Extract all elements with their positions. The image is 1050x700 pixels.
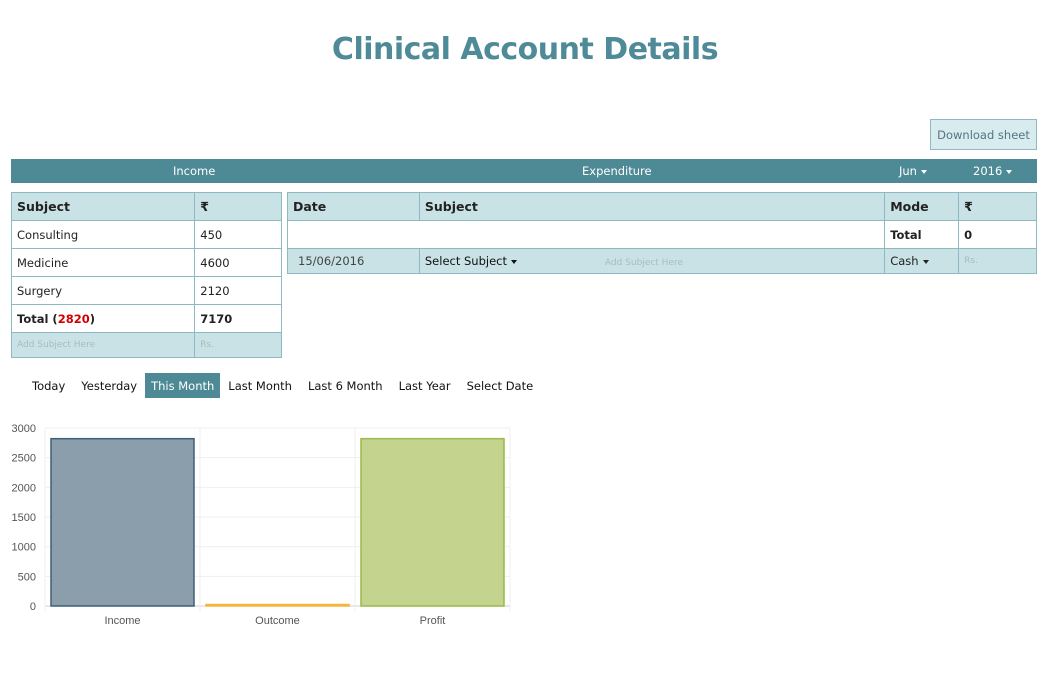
income-total-label: Total (2820) <box>10 304 196 333</box>
expenditure-table: Date Subject Mode ₹ Total 0 15/06/2016 S… <box>286 192 1037 274</box>
table-row: Surgery 2120 <box>10 276 282 305</box>
table-row: Medicine 4600 <box>10 248 282 277</box>
exp-subject-cell: Select Subject Add Subject Here <box>418 248 886 274</box>
expenditure-header-label: Expenditure <box>582 164 652 178</box>
income-amount-header: ₹ <box>194 192 282 221</box>
bar-outcome <box>205 603 350 607</box>
tab-this-month[interactable]: This Month <box>145 373 221 398</box>
income-amount-cell: 450 <box>194 220 282 249</box>
subject-select-label: Select Subject <box>424 254 507 268</box>
y-tick-label: 500 <box>18 571 36 583</box>
exp-subject-header: Subject <box>418 192 886 221</box>
income-subject-header: Subject <box>10 192 196 221</box>
exp-mode-header: Mode <box>884 192 960 221</box>
mode-select[interactable]: Cash <box>884 248 960 274</box>
income-amount-cell: 2120 <box>194 276 282 305</box>
income-amount-cell: 4600 <box>194 248 282 277</box>
exp-total-value: 0 <box>958 220 1037 249</box>
date-range-tabs: Today Yesterday This Month Last Month La… <box>24 373 541 398</box>
income-header-label: Income <box>173 164 216 178</box>
page-title: Clinical Account Details <box>331 32 719 67</box>
exp-amount-header: ₹ <box>958 192 1037 221</box>
total-highlight-value: 2820 <box>57 311 90 326</box>
exp-date-input[interactable]: 15/06/2016 <box>287 248 420 274</box>
y-tick-label: 2000 <box>12 482 36 494</box>
tab-last-6-month[interactable]: Last 6 Month <box>307 378 383 393</box>
income-subject-cell: Surgery <box>10 276 196 305</box>
chevron-down-icon <box>511 259 517 264</box>
tab-select-date[interactable]: Select Date <box>466 378 534 393</box>
x-tick-label: Profit <box>420 615 446 627</box>
exp-total-label: Total <box>884 220 960 249</box>
bar-income <box>50 437 195 607</box>
bar-profit <box>360 437 505 607</box>
year-dropdown[interactable]: 2016 <box>973 164 1013 178</box>
exp-amount-input[interactable]: Rs. <box>958 248 1037 274</box>
expenditure-input-row: 15/06/2016 Select Subject Add Subject Her… <box>287 248 1037 274</box>
income-total-value: 7170 <box>194 304 282 333</box>
chevron-down-icon <box>1006 169 1013 174</box>
subject-select[interactable]: Select Subject <box>425 254 605 268</box>
exp-date-header: Date <box>287 192 420 221</box>
y-tick-label: 1000 <box>12 542 36 554</box>
month-value: Jun <box>899 164 917 178</box>
x-tick-label: Income <box>104 615 140 627</box>
expenditure-total-row: Total 0 <box>286 220 1037 249</box>
exp-empty-cell <box>286 220 885 249</box>
income-subject-input[interactable]: Add Subject Here <box>10 332 196 358</box>
y-tick-label: 1500 <box>12 512 36 524</box>
tab-last-month[interactable]: Last Month <box>228 378 292 393</box>
income-table: Subject ₹ Consulting 450 Medicine 4600 S… <box>10 192 282 358</box>
month-dropdown[interactable]: Jun <box>899 164 927 178</box>
income-amount-input[interactable]: Rs. <box>194 332 282 358</box>
tab-today[interactable]: Today <box>32 378 66 393</box>
exp-subject-input[interactable]: Add Subject Here <box>604 258 684 268</box>
header-bar: Income Expenditure Jun 2016 <box>11 159 1037 183</box>
x-tick-label: Outcome <box>255 615 300 627</box>
summary-bar-chart: 0 500 1000 1500 2000 2500 3000 Income Outcome Pro… <box>12 423 511 627</box>
y-tick-label: 0 <box>30 601 36 613</box>
income-total-row: Total (2820) 7170 <box>10 304 282 333</box>
year-value: 2016 <box>973 164 1003 178</box>
income-subject-cell: Consulting <box>10 220 196 249</box>
income-input-row: Add Subject Here Rs. <box>10 332 282 358</box>
total-close-paren: ) <box>89 311 95 326</box>
total-label-text: Total ( <box>17 311 58 326</box>
y-tick-label: 3000 <box>12 423 36 435</box>
mode-select-label: Cash <box>890 254 919 268</box>
tab-last-year[interactable]: Last Year <box>398 378 451 393</box>
download-sheet-button[interactable]: Download sheet <box>930 119 1037 150</box>
y-tick-label: 2500 <box>12 453 36 465</box>
tab-yesterday[interactable]: Yesterday <box>81 378 138 393</box>
chevron-down-icon <box>920 169 927 174</box>
chevron-down-icon <box>922 259 929 264</box>
table-row: Consulting 450 <box>10 220 282 249</box>
income-subject-cell: Medicine <box>10 248 196 277</box>
